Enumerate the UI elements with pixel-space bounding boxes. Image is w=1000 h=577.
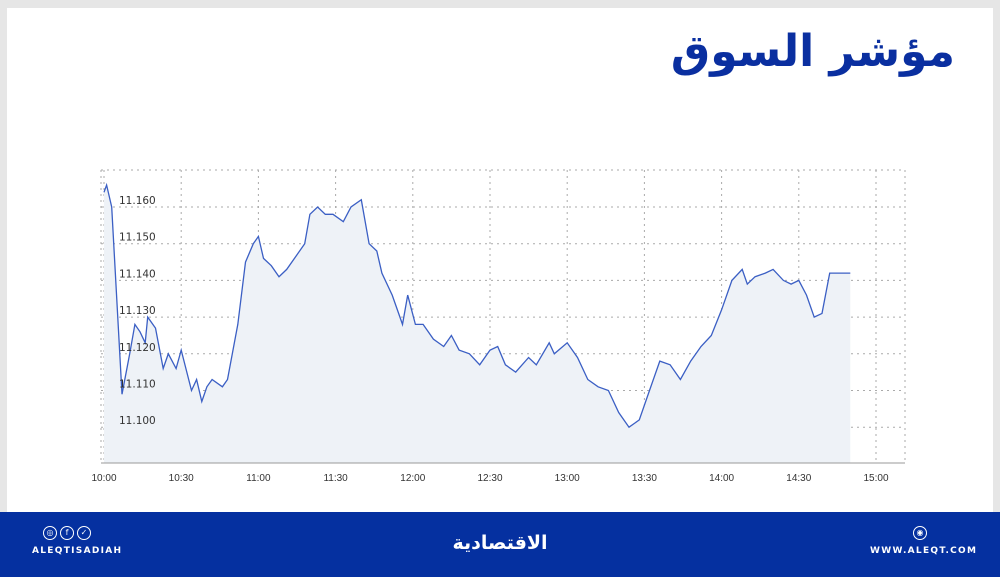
svg-text:11.150: 11.150: [119, 232, 156, 244]
x-axis-labels: 10:00 10:30 11:00 11:30 12:00 12:30 13:00 13:30…: [91, 473, 888, 484]
svg-text:14:30: 14:30: [786, 473, 811, 484]
svg-text:11.110: 11.110: [119, 379, 156, 391]
facebook-icon[interactable]: f: [60, 526, 74, 540]
svg-text:11:30: 11:30: [323, 473, 348, 484]
svg-text:11:00: 11:00: [246, 473, 271, 484]
line-chart: 11.160 11.150 11.140 11.130 11.120 11.110 11.1…: [91, 169, 906, 484]
svg-text:12:30: 12:30: [477, 473, 502, 484]
website-link[interactable]: WWW.ALEQT.COM: [870, 546, 978, 556]
svg-text:13:30: 13:30: [632, 473, 657, 484]
svg-text:13:00: 13:00: [555, 473, 580, 484]
svg-text:11.130: 11.130: [119, 305, 156, 317]
svg-text:11.120: 11.120: [119, 342, 156, 354]
chart-line: [103, 182, 851, 429]
twitter-icon[interactable]: ✓: [77, 526, 91, 540]
instagram-icon[interactable]: ◎: [43, 526, 57, 540]
footer: ◎ f ✓ ALEQTISADIAH الاقتصادية ◉ WWW.ALEQ…: [0, 512, 1000, 577]
website-block: ◉ WWW.ALEQT.COM: [870, 526, 978, 556]
svg-text:11.140: 11.140: [119, 268, 156, 280]
svg-text:10:30: 10:30: [169, 473, 194, 484]
svg-text:15:00: 15:00: [863, 473, 888, 484]
chart-area-fill: [104, 185, 851, 463]
globe-icon: ◉: [913, 526, 927, 540]
svg-text:10:00: 10:00: [91, 473, 116, 484]
brand-logo: الاقتصادية: [452, 532, 548, 554]
social-block: ◎ f ✓ ALEQTISADIAH: [32, 526, 123, 556]
y-axis-labels: 11.160 11.150 11.140 11.130 11.120 11.110 11.1…: [119, 195, 156, 427]
svg-text:12:00: 12:00: [400, 473, 425, 484]
page-title: مؤشر السوق: [670, 26, 955, 77]
svg-text:11.160: 11.160: [119, 195, 156, 207]
svg-text:14:00: 14:00: [709, 473, 734, 484]
svg-text:11.100: 11.100: [119, 415, 156, 427]
social-handle[interactable]: ALEQTISADIAH: [32, 546, 123, 556]
